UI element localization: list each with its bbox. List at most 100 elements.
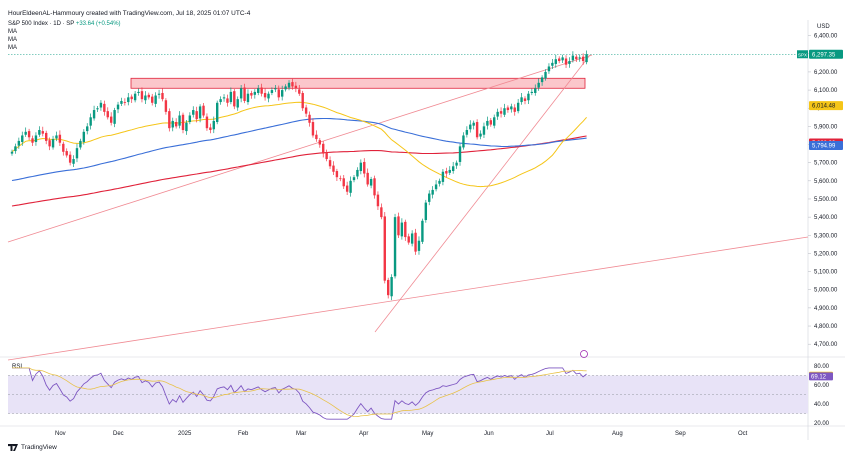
candle-body: [109, 116, 113, 123]
candle-body: [65, 151, 68, 156]
candle-body: [62, 143, 65, 152]
indicator-ma-slow[interactable]: MA: [8, 45, 17, 51]
candle-body: [424, 202, 428, 221]
time-axis-label: Mar: [296, 431, 306, 437]
candle-body: [38, 130, 41, 135]
candle-body: [226, 98, 229, 103]
candle-body: [48, 140, 51, 147]
candle-body: [246, 93, 250, 103]
price-tick-label: 5,900.00: [814, 124, 838, 130]
candle-body: [318, 140, 321, 145]
rsi-tick-label: 40.00: [814, 402, 830, 408]
time-axis-label: Jul: [546, 431, 554, 437]
candle-body: [260, 87, 263, 94]
candle-body: [472, 122, 475, 126]
ma-mid-line: [11, 117, 587, 182]
candle-body: [229, 91, 233, 103]
candle-body: [544, 71, 547, 79]
candle-body: [404, 221, 407, 238]
candle-body: [445, 171, 448, 174]
candle-body: [571, 55, 575, 61]
price-tick-label: 6,400.00: [814, 34, 838, 40]
candle-body: [24, 131, 27, 135]
candle-body: [106, 111, 109, 118]
candle-body: [311, 122, 315, 136]
candle-body: [284, 86, 287, 90]
candle-body: [298, 89, 301, 94]
candle-body: [438, 180, 441, 184]
candle-body: [58, 134, 62, 143]
candle-body: [551, 62, 554, 66]
candle-body: [465, 130, 469, 135]
candle-body: [116, 104, 120, 110]
candle-body: [431, 189, 434, 195]
candle-body: [349, 180, 352, 193]
candle-body: [130, 96, 133, 100]
candle-body: [451, 166, 455, 172]
candle-body: [575, 56, 578, 60]
candle-body: [369, 179, 373, 186]
candle-body: [407, 236, 410, 243]
candle-body: [527, 93, 530, 101]
candle-body: [373, 178, 376, 196]
price-tick-label: 5,600.00: [814, 179, 838, 185]
time-axis-label: 2025: [178, 431, 192, 437]
indicator-ma-fast[interactable]: MA: [8, 29, 17, 35]
candle-body: [154, 95, 157, 104]
candle-body: [151, 96, 154, 103]
candle-body: [547, 66, 551, 72]
tradingview-logo-text: TradingView: [21, 444, 57, 451]
candle-body: [137, 91, 140, 93]
candle-body: [342, 178, 345, 187]
candle-body: [120, 100, 123, 104]
rsi-badge-text: 69.12: [811, 374, 827, 380]
candle-body: [103, 103, 106, 112]
candle-body: [564, 58, 568, 65]
candle-body: [123, 102, 127, 103]
candle-body: [561, 57, 564, 61]
candle-body: [366, 172, 369, 185]
symbol-tag-badge: [797, 50, 808, 59]
candle-body: [479, 133, 482, 137]
candle-body: [578, 57, 581, 59]
candle-body: [161, 92, 164, 100]
candle-body: [345, 185, 349, 192]
time-axis-label: Dec: [113, 431, 124, 437]
candle-body: [558, 58, 561, 62]
candle-body: [195, 111, 198, 120]
time-axis-label: Feb: [238, 431, 249, 437]
candle-body: [239, 88, 243, 99]
candle-body: [75, 148, 79, 159]
candle-body: [352, 177, 356, 181]
rsi-pane-label[interactable]: RSI: [12, 364, 23, 370]
candle-body: [181, 114, 185, 131]
candle-body: [174, 122, 178, 127]
candle-body: [530, 91, 534, 93]
candle-body: [216, 102, 219, 123]
candle-body: [21, 135, 24, 142]
time-axis-label: Apr: [359, 431, 368, 437]
candle-body: [400, 222, 404, 237]
resistance-zone: [130, 77, 586, 89]
price-tick-label: 4,900.00: [814, 306, 838, 312]
candle-body: [140, 91, 144, 100]
tradingview-icon: [8, 444, 18, 451]
candle-body: [14, 146, 17, 152]
price-tick-label: 5,200.00: [814, 251, 838, 257]
candle-body: [585, 54, 588, 63]
currency-label: USD: [817, 24, 830, 30]
symbol-legend[interactable]: S&P 500 Index · 1D · SP +33.64 (+0.54%): [8, 21, 121, 27]
candle-body: [534, 88, 537, 93]
candle-body: [10, 151, 14, 154]
indicator-ma-mid[interactable]: MA: [8, 37, 17, 43]
tradingview-logo: TradingView: [8, 444, 57, 451]
candle-body: [458, 146, 462, 162]
price-tick-label: 4,800.00: [814, 324, 838, 330]
candle-body: [537, 82, 540, 88]
candle-body: [147, 94, 150, 98]
candle-body: [68, 154, 72, 163]
rsi-tick-label: 20.00: [814, 421, 830, 427]
time-axis-label: Oct: [738, 431, 748, 437]
candle-body: [387, 279, 390, 296]
